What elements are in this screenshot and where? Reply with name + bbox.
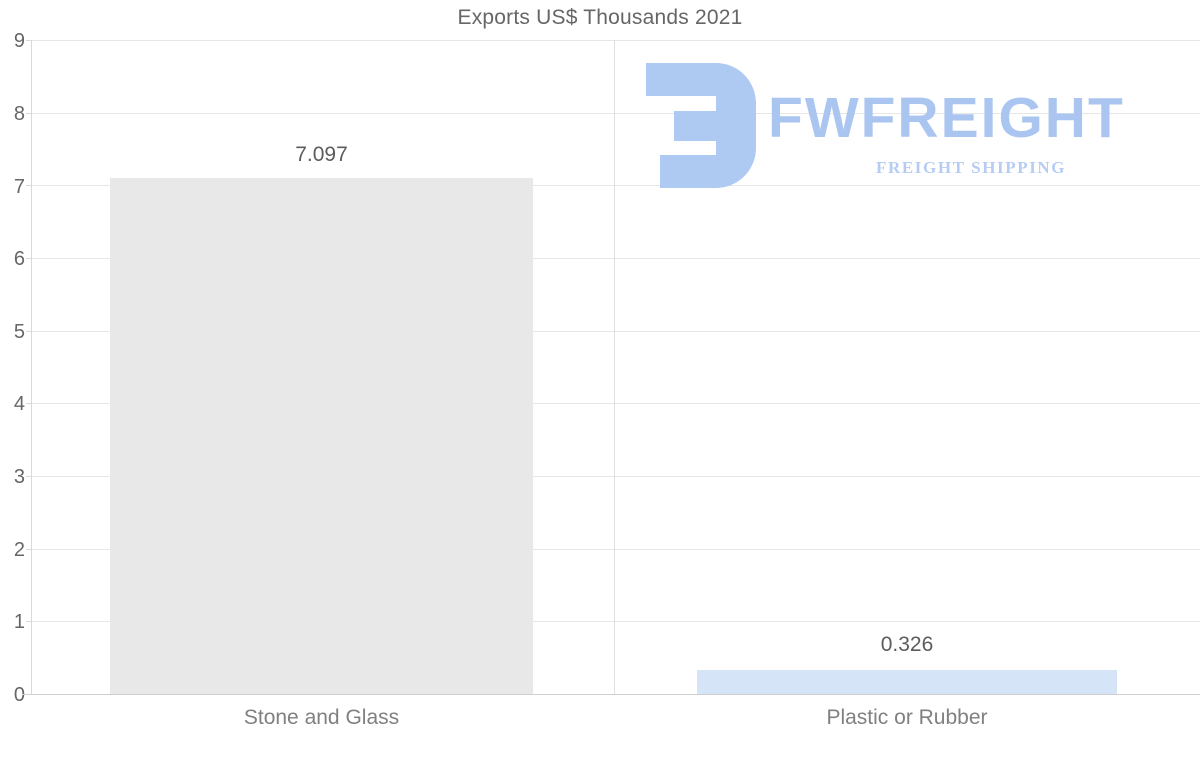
y-tick-mark-9 bbox=[26, 40, 31, 41]
y-tick-label-3: 3 bbox=[13, 466, 25, 488]
y-tick-label-0: 0 bbox=[13, 684, 25, 706]
gridline-y-8 bbox=[31, 113, 1200, 114]
bar-value-label-plastic-or-rubber: 0.326 bbox=[880, 633, 934, 656]
y-axis-ticks: 9 8 7 6 5 4 3 2 1 0 bbox=[0, 0, 25, 763]
y-tick-mark-3 bbox=[26, 476, 31, 477]
bar-value-label-stone-and-glass: 7.097 bbox=[295, 143, 348, 166]
x-category-label-stone-and-glass: Stone and Glass bbox=[243, 706, 400, 729]
bar-stone-and-glass[interactable] bbox=[110, 178, 533, 694]
y-tick-mark-6 bbox=[26, 258, 31, 259]
bar-plastic-or-rubber[interactable] bbox=[697, 670, 1117, 694]
gridline-y-5 bbox=[31, 331, 1200, 332]
x-axis-line bbox=[22, 694, 1200, 695]
y-tick-label-8: 8 bbox=[13, 103, 25, 125]
y-tick-label-7: 7 bbox=[13, 176, 25, 198]
y-tick-label-9: 9 bbox=[13, 30, 25, 52]
gridline-y-7 bbox=[31, 185, 1200, 186]
gridline-y-2 bbox=[31, 549, 1200, 550]
y-tick-label-5: 5 bbox=[13, 321, 25, 343]
gridline-category-separator bbox=[614, 40, 615, 694]
gridline-y-9 bbox=[31, 40, 1200, 41]
y-tick-label-2: 2 bbox=[13, 539, 25, 561]
y-tick-mark-7 bbox=[26, 185, 31, 186]
gridline-y-4 bbox=[31, 403, 1200, 404]
y-tick-mark-2 bbox=[26, 549, 31, 550]
y-tick-label-1: 1 bbox=[13, 611, 25, 633]
chart-title: Exports US$ Thousands 2021 bbox=[457, 6, 743, 29]
plot-area bbox=[31, 40, 1200, 694]
y-tick-mark-5 bbox=[26, 331, 31, 332]
y-tick-mark-4 bbox=[26, 403, 31, 404]
x-category-label-plastic-or-rubber: Plastic or Rubber bbox=[826, 706, 988, 729]
y-tick-mark-1 bbox=[26, 621, 31, 622]
y-tick-label-4: 4 bbox=[13, 393, 25, 415]
y-tick-label-6: 6 bbox=[13, 248, 25, 270]
y-tick-mark-8 bbox=[26, 113, 31, 114]
gridline-y-1 bbox=[31, 621, 1200, 622]
gridline-y-6 bbox=[31, 258, 1200, 259]
gridline-y-3 bbox=[31, 476, 1200, 477]
y-axis-line bbox=[31, 40, 32, 695]
